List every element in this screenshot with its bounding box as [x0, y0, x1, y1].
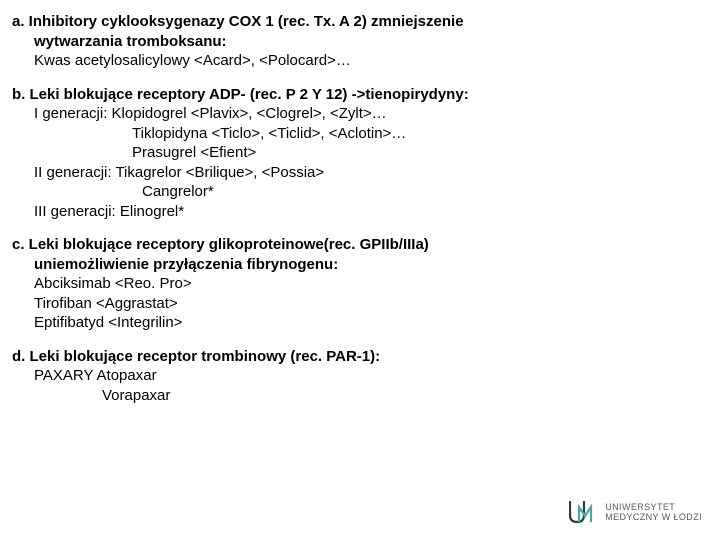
- section-b-body-line1: I generacji: Klopidogrel <Plavix>, <Clog…: [34, 105, 387, 122]
- section-b-heading: b. Leki blokujące receptory ADP- (rec. P…: [12, 86, 469, 103]
- section-b-body-line6: III generacji: Elinogrel*: [34, 203, 184, 220]
- slide-page: a. Inhibitory cyklooksygenazy COX 1 (rec…: [0, 0, 720, 540]
- logo-text-line2: MEDYCZNY W ŁODZI: [605, 513, 702, 523]
- section-b-body-line3: Prasugrel <Efient>: [132, 144, 256, 161]
- section-d-heading: d. Leki blokujące receptor trombinowy (r…: [12, 348, 380, 365]
- institution-logo: UNIWERSYTET MEDYCZNY W ŁODZI: [569, 500, 702, 526]
- section-c-heading-line1: c. Leki blokujące receptory glikoprotein…: [12, 236, 429, 253]
- section-b: b. Leki blokujące receptory ADP- (rec. P…: [12, 85, 706, 222]
- section-c-body-line1: Abciksimab <Reo. Pro>: [34, 275, 192, 292]
- section-a-body-line1: Kwas acetylosalicylowy <Acard>, <Polocar…: [34, 52, 351, 69]
- logo-text: UNIWERSYTET MEDYCZNY W ŁODZI: [605, 503, 702, 523]
- section-a-heading-line2: wytwarzania tromboksanu:: [34, 33, 227, 50]
- section-d: d. Leki blokujące receptor trombinowy (r…: [12, 347, 706, 406]
- section-c-body-line3: Eptifibatyd <Integrilin>: [34, 314, 182, 331]
- section-b-body-line2: Tiklopidyna <Ticlo>, <Ticlid>, <Aclotin>…: [132, 125, 406, 142]
- section-c-body-line2: Tirofiban <Aggrastat>: [34, 295, 178, 312]
- um-logo-icon: [569, 500, 599, 526]
- section-b-body-line4: II generacji: Tikagrelor <Brilique>, <Po…: [34, 164, 324, 181]
- section-d-body-line1: PAXARY Atopaxar: [34, 367, 157, 384]
- section-b-body-line5: Cangrelor*: [142, 183, 214, 200]
- section-a: a. Inhibitory cyklooksygenazy COX 1 (rec…: [12, 12, 706, 71]
- section-c-heading-line2: uniemożliwienie przyłączenia fibrynogenu…: [34, 256, 338, 273]
- section-d-body-line2: Vorapaxar: [102, 387, 170, 404]
- section-c: c. Leki blokujące receptory glikoprotein…: [12, 235, 706, 333]
- section-a-heading-line1: a. Inhibitory cyklooksygenazy COX 1 (rec…: [12, 13, 464, 30]
